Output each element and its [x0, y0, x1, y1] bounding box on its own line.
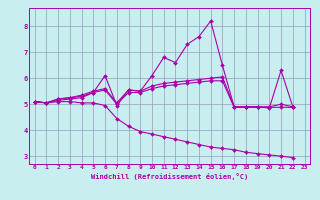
X-axis label: Windchill (Refroidissement éolien,°C): Windchill (Refroidissement éolien,°C): [91, 173, 248, 180]
